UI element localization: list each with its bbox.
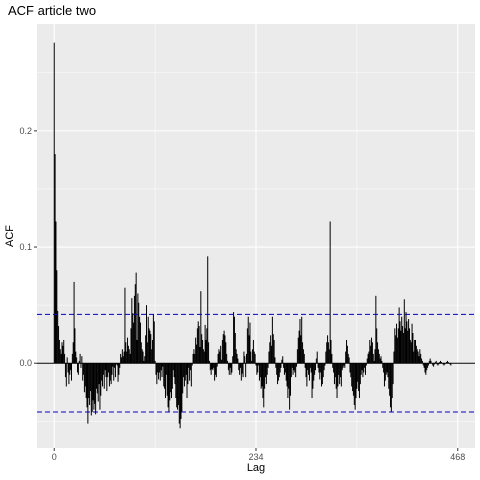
- x-tick-label: 468: [450, 452, 465, 462]
- y-tick-label: 0.0: [19, 358, 32, 368]
- x-axis: 0 234 468: [52, 448, 465, 462]
- x-axis-title: Lag: [247, 462, 265, 474]
- x-tick-label: 0: [52, 452, 57, 462]
- y-tick-label: 0.1: [19, 242, 32, 252]
- y-axis-title: ACF: [4, 225, 16, 247]
- x-tick-label: 234: [248, 452, 263, 462]
- y-axis: 0.0 0.1 0.2: [19, 126, 37, 368]
- y-tick-label: 0.2: [19, 126, 32, 136]
- chart-title: ACF article two: [8, 3, 96, 18]
